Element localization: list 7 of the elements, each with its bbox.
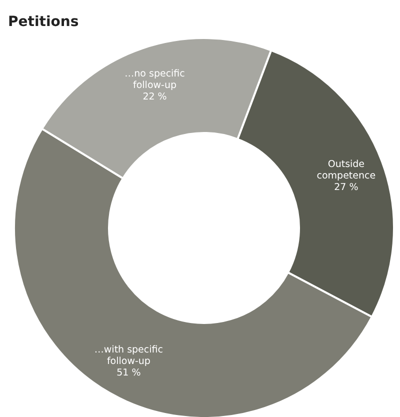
data-label: 22 % bbox=[142, 92, 167, 103]
chart-title: Petitions bbox=[8, 14, 79, 30]
data-label: 27 % bbox=[334, 182, 358, 193]
slice-label: …no specific follow-up bbox=[124, 68, 185, 92]
slice-label: …with specific follow-up bbox=[94, 344, 163, 368]
slice-label: Outside competence bbox=[316, 158, 376, 182]
data-label: 51 % bbox=[116, 368, 141, 379]
